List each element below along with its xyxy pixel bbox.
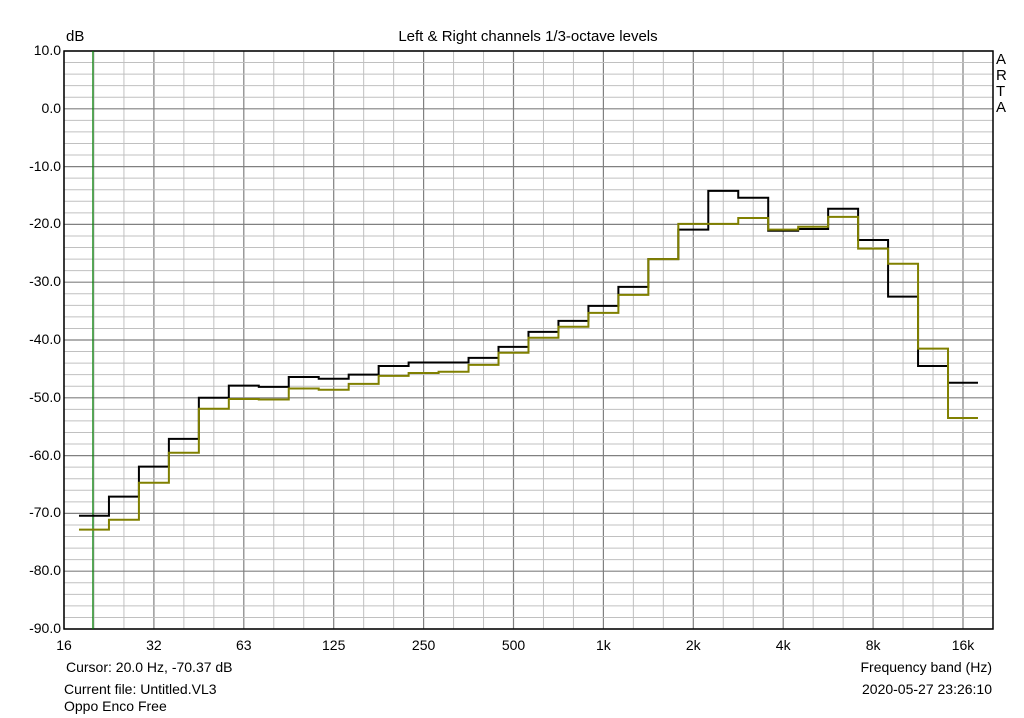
timestamp: 2020-05-27 23:26:10 — [862, 681, 992, 697]
x-tick-label: 125 — [322, 637, 346, 653]
y-tick-label: -60.0 — [29, 446, 61, 463]
x-tick-label: 1k — [595, 637, 611, 653]
y-axis-label: dB — [66, 28, 85, 45]
y-tick-label: -10.0 — [29, 157, 61, 174]
x-tick-label: 32 — [146, 637, 162, 653]
series-right-line — [78, 215, 978, 531]
current-file: Current file: Untitled.VL3 — [64, 681, 217, 697]
x-tick-label: 16k — [951, 637, 975, 653]
y-tick-label: -70.0 — [29, 504, 61, 521]
y-tick-label: 10.0 — [33, 42, 61, 58]
x-tick-label: 500 — [501, 637, 526, 653]
y-tick-label: 0.0 — [41, 99, 61, 116]
x-axis-label: Frequency band (Hz) — [860, 659, 992, 675]
device-name: Oppo Enco Free — [64, 698, 167, 714]
plot-frame — [63, 50, 994, 630]
y-tick-label: -50.0 — [29, 388, 61, 405]
y-tick-label: -80.0 — [29, 562, 61, 579]
x-tick-label: 2k — [685, 637, 701, 653]
x-tick-label: 63 — [236, 637, 252, 653]
x-tick-label: 4k — [775, 637, 791, 653]
y-tick-label: -20.0 — [29, 215, 61, 232]
x-tick-label: 250 — [411, 637, 436, 653]
cursor-readout: Cursor: 20.0 Hz, -70.37 dB — [66, 659, 233, 675]
chart-title: Left & Right channels 1/3-octave levels — [398, 28, 658, 45]
y-tick-label: -90.0 — [29, 620, 61, 636]
x-tick-label: 8k — [865, 637, 881, 653]
y-tick-label: -40.0 — [29, 331, 61, 347]
x-tick-label: 16 — [56, 637, 72, 653]
y-tick-label: -30.0 — [29, 273, 61, 290]
